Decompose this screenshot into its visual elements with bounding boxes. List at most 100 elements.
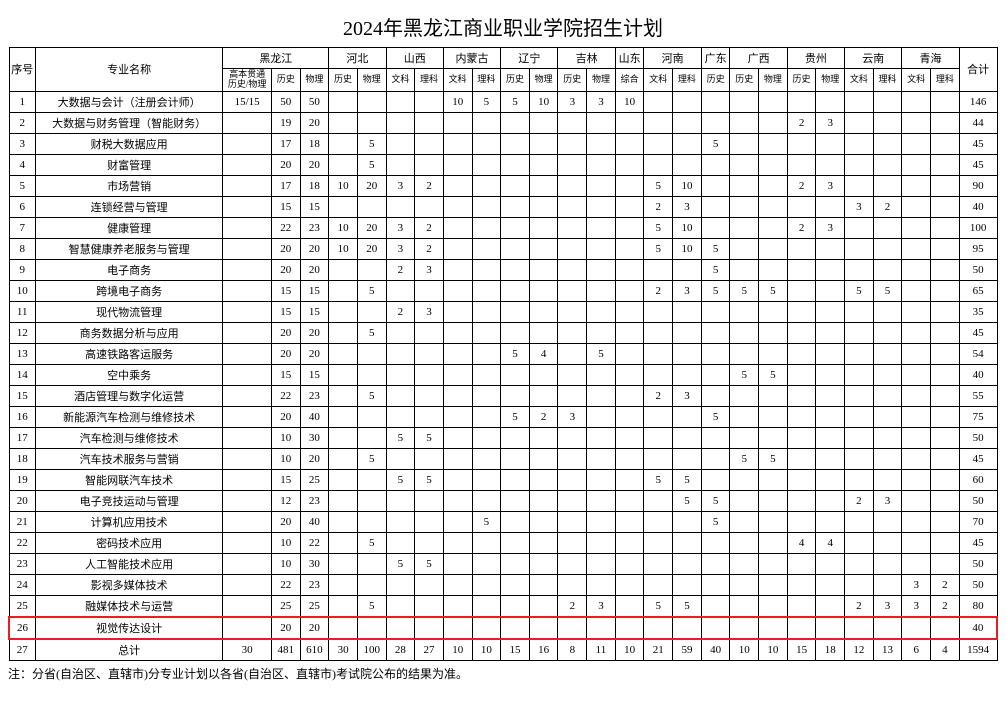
cell-value xyxy=(587,133,616,154)
cell-value xyxy=(673,259,702,280)
cell-seq: 24 xyxy=(9,574,35,595)
cell-value: 20 xyxy=(271,322,300,343)
cell-value xyxy=(873,91,902,112)
cell-value xyxy=(587,259,616,280)
cell-value: 25 xyxy=(300,469,329,490)
cell-value xyxy=(415,112,444,133)
cell-seq: 7 xyxy=(9,217,35,238)
cell-value: 2 xyxy=(386,259,415,280)
cell-value xyxy=(816,385,845,406)
cell-value xyxy=(587,490,616,511)
cell-value: 5 xyxy=(701,511,730,532)
cell-value xyxy=(701,553,730,574)
cell-value xyxy=(845,238,874,259)
cell-value xyxy=(329,196,358,217)
cell-value xyxy=(472,133,501,154)
cell-value xyxy=(873,617,902,639)
cell-value: 3 xyxy=(415,259,444,280)
cell-value: 2 xyxy=(787,217,816,238)
cell-value xyxy=(529,259,558,280)
cell-value: 5 xyxy=(644,595,673,617)
cell-value: 2 xyxy=(386,301,415,322)
cell-value: 20 xyxy=(357,175,386,196)
cell-value xyxy=(701,217,730,238)
cell-major: 跨境电子商务 xyxy=(35,280,222,301)
cell-value xyxy=(501,617,530,639)
cell-total: 45 xyxy=(959,154,997,175)
cell-total: 40 xyxy=(959,364,997,385)
cell-total: 1594 xyxy=(959,639,997,661)
cell-value xyxy=(902,617,931,639)
cell-value xyxy=(558,553,587,574)
cell-value: 15 xyxy=(300,364,329,385)
cell-value xyxy=(873,322,902,343)
cell-value: 3 xyxy=(587,595,616,617)
cell-value xyxy=(902,259,931,280)
cell-value: 5 xyxy=(357,154,386,175)
cell-value xyxy=(615,112,644,133)
cell-value xyxy=(701,91,730,112)
cell-value xyxy=(501,154,530,175)
cell-value xyxy=(443,490,472,511)
cell-value xyxy=(558,532,587,553)
cell-value xyxy=(386,154,415,175)
hdr-prov: 河南 xyxy=(644,48,701,69)
cell-value xyxy=(759,574,788,595)
cell-value: 2 xyxy=(787,175,816,196)
cell-value xyxy=(673,133,702,154)
cell-value xyxy=(329,280,358,301)
cell-value xyxy=(443,280,472,301)
cell-value xyxy=(357,617,386,639)
cell-value xyxy=(845,532,874,553)
cell-seq: 26 xyxy=(9,617,35,639)
cell-value: 3 xyxy=(673,385,702,406)
cell-value xyxy=(472,617,501,639)
cell-value xyxy=(787,259,816,280)
cell-value xyxy=(615,574,644,595)
cell-value xyxy=(730,91,759,112)
cell-value xyxy=(902,217,931,238)
cell-value: 27 xyxy=(415,639,444,661)
hdr-sub: 高本贯通历史/物理 xyxy=(223,69,272,92)
table-row: 6连锁经营与管理1515233240 xyxy=(9,196,997,217)
cell-value xyxy=(701,322,730,343)
cell-value xyxy=(673,364,702,385)
cell-value xyxy=(329,364,358,385)
cell-value xyxy=(787,196,816,217)
hdr-prov: 广西 xyxy=(730,48,787,69)
cell-value xyxy=(223,595,272,617)
cell-value xyxy=(644,259,673,280)
cell-value xyxy=(673,511,702,532)
cell-value xyxy=(501,301,530,322)
cell-value xyxy=(357,427,386,448)
cell-value xyxy=(873,154,902,175)
cell-value xyxy=(587,574,616,595)
cell-value xyxy=(845,343,874,364)
cell-value xyxy=(357,259,386,280)
cell-value: 5 xyxy=(386,427,415,448)
cell-value xyxy=(730,490,759,511)
cell-value: 30 xyxy=(300,427,329,448)
cell-major: 空中乘务 xyxy=(35,364,222,385)
cell-value xyxy=(587,427,616,448)
cell-value: 2 xyxy=(845,595,874,617)
table-row: 3财税大数据应用17185545 xyxy=(9,133,997,154)
cell-value: 10 xyxy=(673,175,702,196)
cell-value xyxy=(223,553,272,574)
cell-value xyxy=(845,406,874,427)
cell-value xyxy=(386,343,415,364)
cell-value xyxy=(873,364,902,385)
cell-value xyxy=(816,259,845,280)
cell-value: 20 xyxy=(271,617,300,639)
cell-value xyxy=(501,259,530,280)
cell-value xyxy=(615,238,644,259)
table-row: 11现代物流管理15152335 xyxy=(9,301,997,322)
cell-value xyxy=(415,406,444,427)
cell-value xyxy=(472,112,501,133)
cell-value xyxy=(644,511,673,532)
cell-value xyxy=(615,406,644,427)
cell-value xyxy=(701,301,730,322)
cell-total: 45 xyxy=(959,532,997,553)
table-row: 16新能源汽车检测与维修技术2040523575 xyxy=(9,406,997,427)
cell-value xyxy=(615,175,644,196)
